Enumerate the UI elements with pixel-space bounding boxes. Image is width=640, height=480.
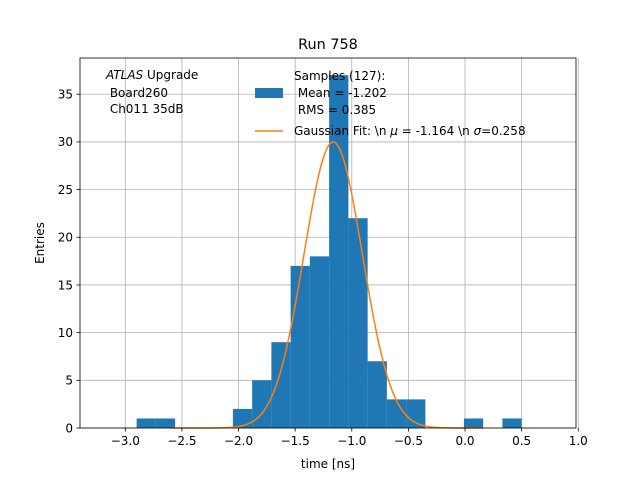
legend: Samples (127): Mean = -1.202 RMS = 0.385… (255, 69, 526, 138)
legend-histogram-line-3: RMS = 0.385 (294, 103, 376, 117)
y-axis-ticks: 0 5 10 15 20 25 30 35 (58, 88, 80, 435)
x-tick-label: −2.0 (224, 434, 253, 448)
histogram-bar (252, 380, 272, 428)
legend-fit-label: Gaussian Fit: \n μ = -1.164 \n σ=0.258 (294, 124, 526, 138)
y-tick-label: 0 (65, 421, 73, 435)
y-tick-label: 20 (58, 231, 73, 245)
legend-fit-mu-text: = -1.164 \n (398, 124, 474, 138)
histogram-bar (367, 361, 387, 428)
annotation-line-1: ATLAS Upgrade (105, 68, 198, 82)
legend-histogram-line-2: Mean = -1.202 (294, 86, 387, 100)
histogram-bar (406, 399, 426, 428)
x-tick-label: 0.0 (455, 434, 474, 448)
x-tick-label: −1.0 (337, 434, 366, 448)
x-tick-label: −0.5 (394, 434, 423, 448)
y-tick-label: 5 (65, 374, 73, 388)
plot-frame (79, 57, 577, 429)
legend-fit-sigma-symbol: σ (474, 124, 482, 138)
chart-title: Run 758 (298, 37, 358, 53)
histogram-bar (502, 418, 522, 428)
histogram-bar (271, 342, 291, 428)
histogram-bar (290, 265, 310, 428)
legend-histogram-swatch (255, 88, 283, 98)
histogram-bar (463, 418, 484, 428)
atlas-annotation: ATLAS Upgrade Board260 Ch011 35dB (105, 68, 198, 116)
y-tick-label: 10 (58, 326, 73, 340)
x-tick-label: −2.5 (167, 434, 196, 448)
histogram-bar (136, 418, 156, 428)
x-tick-label: 0.5 (512, 434, 531, 448)
y-tick-label: 30 (58, 135, 73, 149)
legend-histogram-line-1: Samples (127): (294, 69, 385, 83)
x-axis-label: time [ns] (301, 457, 355, 471)
x-axis-ticks: −3.0 −2.5 −2.0 −1.5 −1.0 −0.5 0.0 0.5 1.0 (111, 428, 588, 448)
annotation-atlas: ATLAS (105, 68, 144, 82)
y-tick-label: 25 (58, 183, 73, 197)
annotation-upgrade: Upgrade (143, 68, 198, 82)
legend-fit-prefix: Gaussian Fit: \n (294, 124, 390, 138)
histogram-bar (329, 75, 349, 428)
histogram-bar (386, 399, 407, 428)
legend-fit-sigma-text: =0.258 (481, 124, 525, 138)
y-axis-label: Entries (33, 222, 47, 264)
y-tick-label: 35 (58, 88, 73, 102)
histogram-bar (309, 256, 330, 428)
histogram-bar (348, 218, 368, 428)
x-tick-label: −1.5 (281, 434, 310, 448)
y-tick-label: 15 (58, 278, 73, 292)
legend-fit-mu-symbol: μ (389, 124, 398, 138)
annotation-line-3: Ch011 35dB (106, 102, 184, 116)
annotation-line-2: Board260 (106, 86, 168, 100)
histogram-bar (232, 408, 253, 428)
histogram-bar (155, 418, 176, 428)
x-tick-label: −3.0 (111, 434, 140, 448)
x-tick-label: 1.0 (569, 434, 588, 448)
